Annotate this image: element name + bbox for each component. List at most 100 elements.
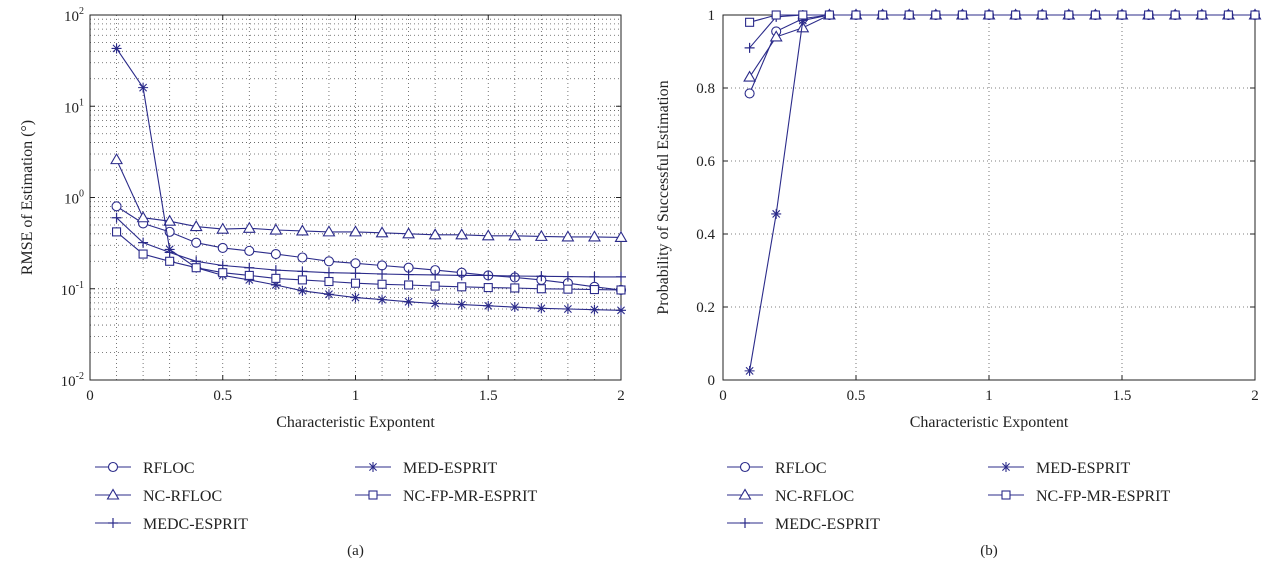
legend-marker <box>1001 490 1011 500</box>
data-point-medc-esprit <box>377 269 388 280</box>
data-point-medc-esprit <box>616 271 626 282</box>
data-point-med-esprit <box>456 299 467 310</box>
data-point-medc-esprit <box>589 271 600 282</box>
series-group <box>743 8 1262 376</box>
y-tick-label-exponent: 2 <box>79 6 84 17</box>
y-tick-label: 0.4 <box>696 227 715 243</box>
y-tick-label-exponent: -1 <box>76 280 84 291</box>
data-point-med-esprit <box>164 244 175 255</box>
series-line-rfloc <box>749 14 1255 94</box>
data-point-nc-rfloc <box>163 214 177 226</box>
y-tick-label: 0.8 <box>696 81 715 97</box>
data-point-nc-rfloc <box>189 219 203 232</box>
data-point-med-esprit <box>536 303 547 314</box>
data-point-nc-fp-mr-esprit <box>878 10 888 20</box>
data-point-nc-rfloc <box>349 225 362 237</box>
data-point-med-esprit <box>323 289 334 300</box>
legend-label: NC-RFLOC <box>143 488 222 505</box>
data-point-nc-fp-mr-esprit <box>1197 10 1207 20</box>
legend-label: MEDC-ESPRIT <box>775 516 880 533</box>
data-point-medc-esprit <box>744 42 755 53</box>
data-point-med-esprit <box>771 208 782 219</box>
series-group <box>110 43 628 316</box>
y-axis: 0 0.2 0.4 0.6 0.8 1 <box>696 8 1255 389</box>
data-point-nc-fp-mr-esprit <box>457 282 467 292</box>
data-point-nc-fp-mr-esprit <box>324 276 334 287</box>
data-point-medc-esprit <box>509 270 520 281</box>
plot-frame <box>722 14 1256 381</box>
y-axis-label: Probability of Successful Estimation <box>655 80 672 314</box>
x-tick-label: 1.5 <box>479 388 498 404</box>
data-point-med-esprit <box>111 43 122 54</box>
y-tick-label-base: 10 <box>61 374 76 390</box>
y-tick-label: 101 <box>64 97 84 116</box>
data-point-med-esprit <box>350 292 361 303</box>
y-tick-label: 102 <box>64 6 84 25</box>
legend-marker <box>108 518 118 528</box>
x-tick-label: 0 <box>719 388 727 404</box>
data-point-rfloc <box>744 88 755 99</box>
x-tick-label: 0.5 <box>847 388 866 404</box>
x-tick-label: 2 <box>617 388 625 404</box>
legend-label: RFLOC <box>775 460 827 477</box>
data-point-nc-fp-mr-esprit <box>1011 10 1021 20</box>
data-point-nc-fp-mr-esprit <box>563 284 573 294</box>
series-line-nc-rfloc <box>115 159 622 238</box>
data-point-nc-fp-mr-esprit <box>112 227 122 237</box>
data-point-medc-esprit <box>483 270 494 281</box>
y-tick-label: 1 <box>708 8 716 24</box>
data-point-rfloc <box>244 245 255 256</box>
data-point-nc-rfloc <box>269 223 283 235</box>
data-point-med-esprit <box>430 298 441 309</box>
x-tick-label: 2 <box>1251 388 1259 404</box>
data-point-med-esprit <box>562 303 573 314</box>
legend-marker <box>738 488 752 500</box>
data-point-nc-rfloc <box>587 230 601 242</box>
plot-frame <box>89 14 622 381</box>
data-point-nc-fp-mr-esprit <box>589 285 600 295</box>
y-tick-label-base: 10 <box>64 192 79 208</box>
data-point-medc-esprit <box>297 266 308 277</box>
grid <box>90 15 621 380</box>
legend: RFLOC NC-RFLOC MEDC-ESPRIT MED-ESPRIT NC-FP-… <box>95 460 537 533</box>
data-point-nc-rfloc <box>428 228 442 240</box>
legend: RFLOC NC-RFLOC MEDC-ESPRIT MED-ESPRIT NC-FP-… <box>727 460 1170 533</box>
data-point-nc-fp-mr-esprit <box>510 283 520 293</box>
y-tick-label-exponent: -2 <box>76 371 84 382</box>
data-point-medc-esprit <box>111 212 122 223</box>
data-point-nc-fp-mr-esprit <box>1064 10 1074 20</box>
data-point-nc-fp-mr-esprit <box>430 281 440 291</box>
data-point-nc-fp-mr-esprit <box>984 10 994 20</box>
data-point-medc-esprit <box>270 265 281 276</box>
data-point-nc-fp-mr-esprit <box>218 268 228 278</box>
data-point-medc-esprit <box>536 271 547 282</box>
data-point-nc-fp-mr-esprit <box>350 278 361 288</box>
x-tick-label: 1 <box>352 388 360 404</box>
data-point-nc-fp-mr-esprit <box>771 10 781 20</box>
legend-label: RFLOC <box>143 460 195 477</box>
data-point-rfloc <box>376 260 388 271</box>
data-point-nc-rfloc <box>481 229 495 241</box>
legend-label: MED-ESPRIT <box>403 460 497 477</box>
data-point-med-esprit <box>589 304 600 315</box>
data-point-nc-rfloc <box>242 221 256 233</box>
data-point-nc-fp-mr-esprit <box>1037 10 1047 20</box>
data-point-nc-fp-mr-esprit <box>851 10 861 20</box>
data-point-nc-fp-mr-esprit <box>1223 10 1233 20</box>
data-point-rfloc <box>217 242 228 253</box>
data-point-nc-fp-mr-esprit <box>404 280 414 290</box>
data-point-med-esprit <box>744 365 755 376</box>
legend-marker <box>107 461 119 473</box>
data-point-rfloc <box>111 201 122 212</box>
series-line-medc-esprit <box>749 14 1255 49</box>
y-tick-label: 100 <box>64 189 84 208</box>
legend-marker <box>368 462 378 472</box>
y-tick-label: 0.6 <box>696 154 715 170</box>
data-point-rfloc <box>270 249 281 260</box>
data-point-rfloc <box>323 256 335 267</box>
legend-marker <box>740 518 750 528</box>
data-point-rfloc <box>297 252 308 263</box>
data-point-med-esprit <box>377 294 388 305</box>
legend-marker <box>739 461 751 473</box>
data-point-med-esprit <box>483 300 494 311</box>
